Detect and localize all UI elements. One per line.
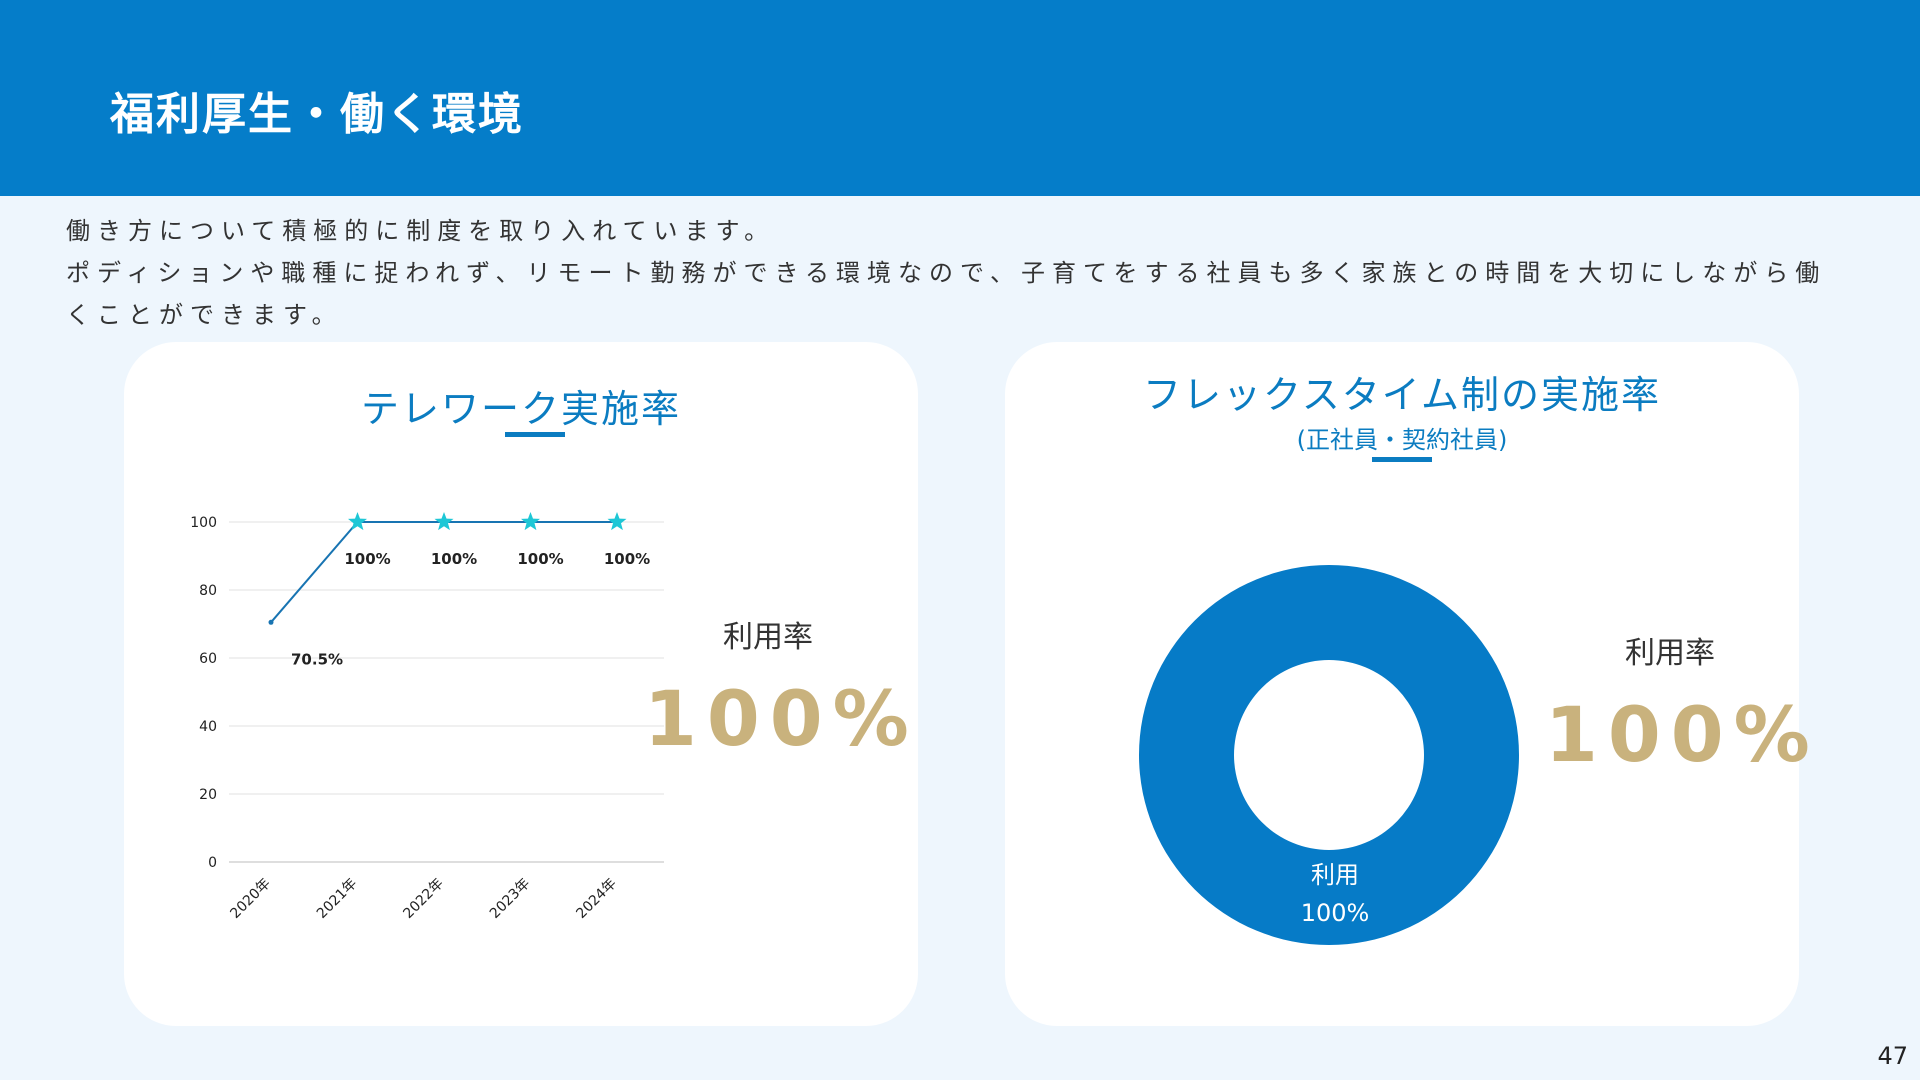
data-point-star — [607, 512, 627, 531]
flex-donut-chart: 利用 100% — [1139, 565, 1519, 945]
donut-slice-label: 利用 — [1311, 861, 1359, 889]
donut-slice-value: 100% — [1301, 899, 1370, 927]
flex-card: フレックスタイム制の実施率 (正社員・契約社員) 利用 100% 利用率 100% — [1005, 342, 1810, 1026]
data-label: 100% — [431, 550, 477, 568]
telework-title-underline — [505, 432, 565, 437]
data-point-star — [521, 512, 540, 531]
data-label: 70.5% — [291, 650, 343, 668]
y-tick-label: 20 — [199, 787, 217, 803]
data-point — [268, 619, 274, 625]
y-tick-label: 100 — [190, 515, 217, 531]
data-point-star — [348, 512, 367, 531]
data-point-star — [434, 512, 454, 531]
data-label: 100% — [604, 550, 650, 568]
y-tick-label: 40 — [199, 719, 217, 735]
page-title: 福利厚生・働く環境 — [110, 89, 524, 140]
telework-line-chart: 0 20 40 60 80 100 2020年 2021年 2022年 2023年 2024年 70.… — [190, 512, 664, 922]
intro-text: 働き方について積極的に制度を取り入れています。 ポディションや職種に捉われず、リ… — [66, 210, 1866, 336]
flex-subtitle: (正社員・契約社員) — [1296, 426, 1508, 454]
header-bar: 福利厚生・働く環境 — [0, 0, 1920, 196]
data-label: 100% — [517, 550, 563, 568]
page-number: 47 — [1877, 1042, 1908, 1070]
y-tick-label: 80 — [199, 583, 217, 599]
x-tick-label: 2020年 — [227, 876, 273, 922]
x-tick-label: 2023年 — [487, 876, 533, 922]
x-tick-label: 2022年 — [400, 876, 446, 922]
y-tick-label: 0 — [208, 855, 217, 871]
telework-rate-label: 利用率 — [723, 620, 813, 655]
intro-line-1: 働き方について積極的に制度を取り入れています。 — [66, 217, 776, 245]
x-tick-label: 2021年 — [314, 876, 360, 922]
flex-title: フレックスタイム制の実施率 — [1142, 373, 1662, 417]
flex-title-underline — [1372, 457, 1432, 462]
flex-rate-label: 利用率 — [1625, 636, 1715, 671]
series-line — [270, 521, 617, 623]
telework-rate-value: 100% — [644, 674, 919, 763]
x-tick-label: 2024年 — [573, 876, 619, 922]
y-tick-label: 60 — [199, 651, 217, 667]
telework-title: テレワーク実施率 — [360, 387, 681, 431]
intro-line-3: くことができます。 — [66, 301, 343, 329]
intro-line-2: ポディションや職種に捉われず、リモート勤務ができる環境なので、子育てをする社員も… — [66, 259, 1827, 287]
data-label: 100% — [344, 550, 390, 568]
donut-slice — [1139, 565, 1519, 945]
flex-rate-value: 100% — [1545, 690, 1820, 779]
telework-card: テレワーク実施率 0 20 40 60 80 100 2020年 2021年 2022年 2023… — [124, 342, 918, 1026]
